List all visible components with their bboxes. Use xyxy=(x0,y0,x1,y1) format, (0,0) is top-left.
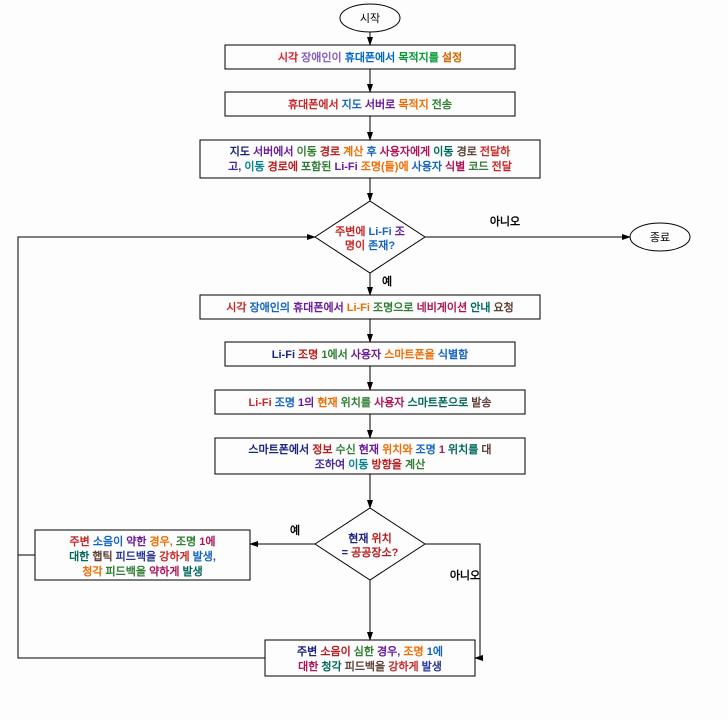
proc-5-text: Li-Fi 조명 1에서 사용자 스마트폰을 식별함 xyxy=(272,347,468,361)
proc-4-text: 시각 장애인의 휴대폰에서 Li-Fi 조명으로 네비게이션 안내 요청 xyxy=(226,300,514,314)
proc-8-text-3: 청각 피드백을 약하게 발생 xyxy=(82,564,203,578)
terminal-start-label: 시작 xyxy=(360,12,380,25)
d1-no-label: 아니오 xyxy=(490,214,520,228)
proc-3-text-2: 고, 이동 경로에 포함된 Li-Fi 조명(들)에 사용자 식별 코드 전달 xyxy=(228,159,512,173)
d2-no-label: 아니오 xyxy=(450,568,480,582)
decision-2-text-1: 현재 위치 xyxy=(348,531,392,545)
proc-6-text: Li-Fi 조명 1의 현재 위치를 사용자 스마트폰으로 발송 xyxy=(248,395,491,409)
decision-2-text-2: = 공공장소? xyxy=(342,545,399,559)
d2-yes-label: 예 xyxy=(290,523,300,537)
flow-arrow xyxy=(425,544,480,658)
proc-7-text-1: 스마트폰에서 정보 수신 현재 위치와 조명 1 위치를 대 xyxy=(248,442,491,456)
proc-9-text-1: 주변 소음이 심한 경우, 조명 1에 xyxy=(297,644,443,658)
proc-7-text-2: 조하여 이동 방향을 계산 xyxy=(315,457,425,471)
proc-9-text-2: 대한 청각 피드백을 강하게 발생 xyxy=(298,659,442,673)
flow-line xyxy=(18,237,315,555)
terminal-end-label: 종료 xyxy=(650,232,670,244)
proc-8-text-2: 대한 햅틱 피드백을 강하게 발생, xyxy=(69,549,216,563)
proc-2-text: 휴대폰에서 지도 서버로 목적지 전송 xyxy=(288,97,452,111)
proc-3-text-1: 지도 서버에서 이동 경로 계산 후 사용자에게 이동 경로 전달하 xyxy=(230,144,511,158)
proc-1-text: 시각 장애인이 휴대폰에서 목적지를 설정 xyxy=(278,50,462,64)
proc-8-text-1: 주변 소음이 약한 경우, 조명 1에 xyxy=(70,534,216,548)
d1-yes-label: 예 xyxy=(382,274,392,288)
decision-1-text-2: 명이 존재? xyxy=(345,238,396,252)
decision-1-text-1: 주변에 Li-Fi 조 xyxy=(335,224,405,238)
